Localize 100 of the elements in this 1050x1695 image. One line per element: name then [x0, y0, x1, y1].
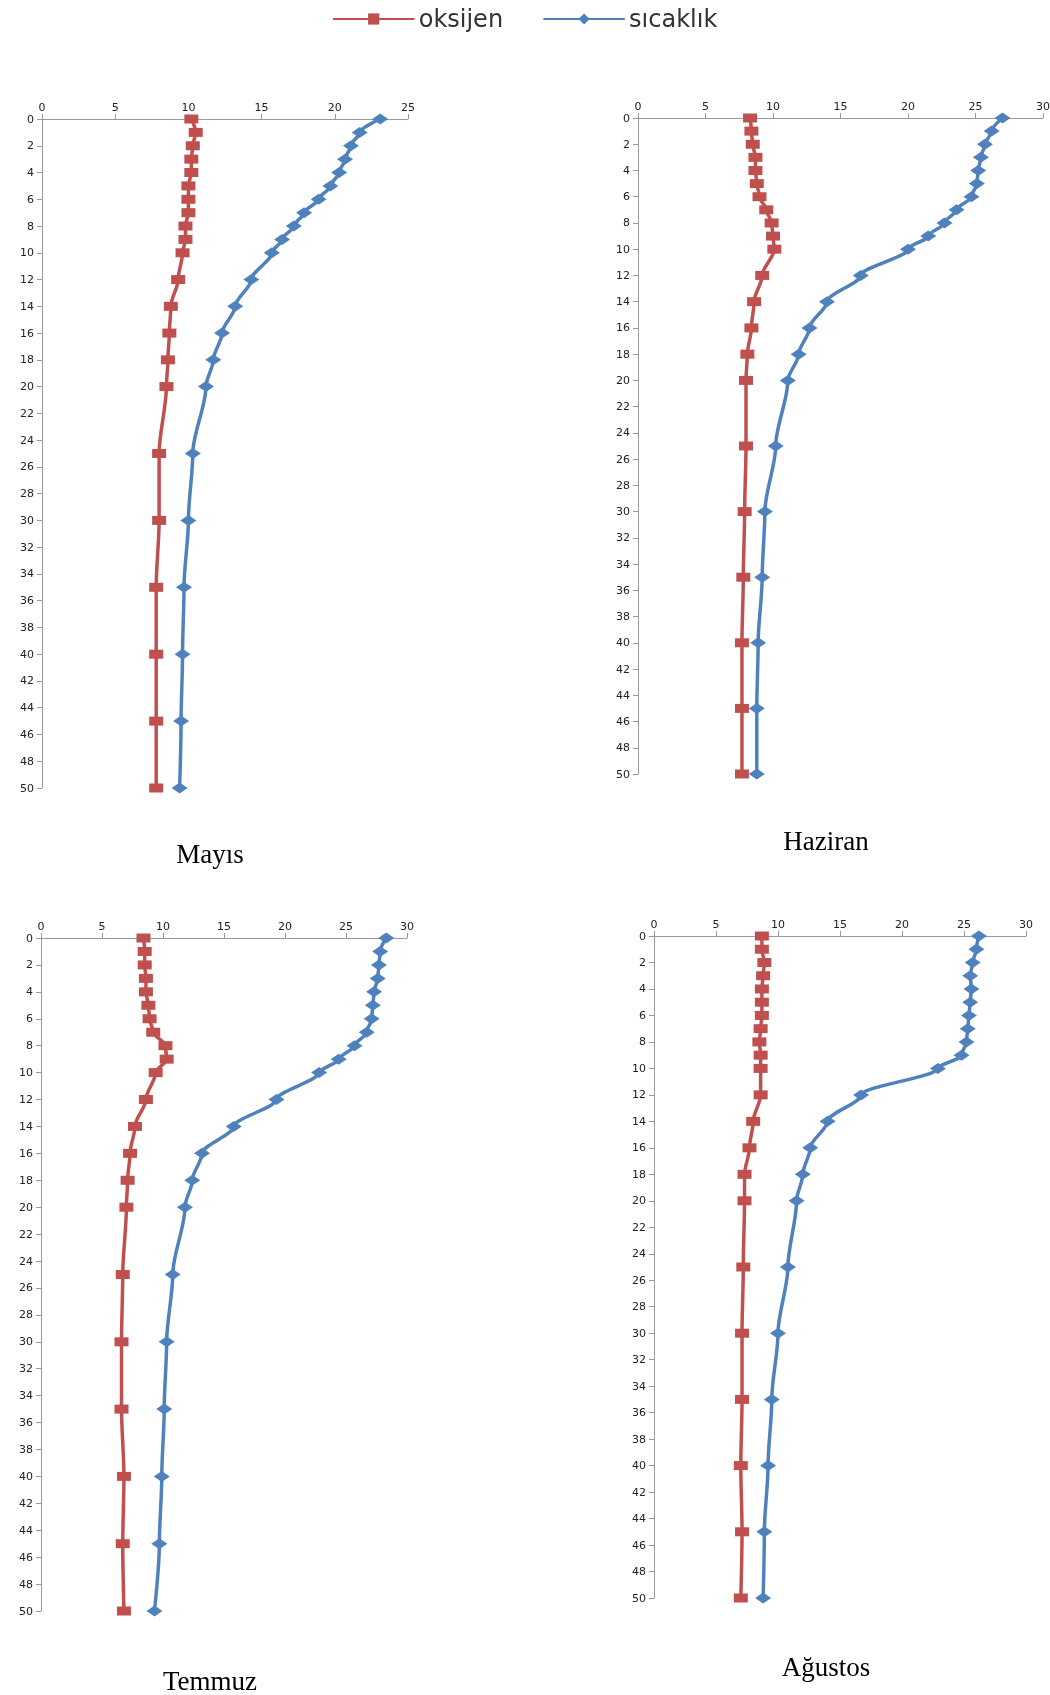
point [968, 943, 985, 955]
y-tick-label: 48 [20, 754, 34, 768]
point [983, 125, 1000, 137]
y-tick-label: 34 [616, 557, 630, 571]
point [755, 1592, 772, 1604]
y-tick-label: 12 [19, 1093, 33, 1107]
point [146, 1605, 163, 1617]
y-tick-label: 44 [616, 688, 630, 702]
x-tick-label: 0 [37, 920, 45, 933]
y-tick-label: 8 [26, 1039, 33, 1053]
y-tick-label: 36 [616, 583, 630, 597]
point [363, 1013, 380, 1025]
y-tick-label: 26 [20, 460, 34, 474]
x-tick-label: 5 [702, 100, 709, 113]
y-tick-label: 22 [632, 1220, 646, 1234]
y-tick-label: 16 [616, 321, 630, 335]
y-tick-label: 4 [639, 982, 646, 996]
text: Temmuz [162, 1665, 258, 1695]
y-tick-label: 12 [632, 1088, 646, 1102]
y-tick-label: 18 [616, 347, 630, 361]
point [378, 932, 395, 944]
y-tick-label: 28 [20, 487, 34, 501]
y-tick-label: 0 [623, 111, 630, 125]
point [151, 1538, 168, 1550]
legend-label: oksijen [418, 5, 504, 33]
point [748, 768, 765, 780]
y-tick-label: 50 [616, 767, 630, 781]
x-tick-label: 20 [327, 101, 342, 114]
y-tick-label: 20 [632, 1194, 646, 1208]
y-tick-label: 6 [26, 1012, 33, 1026]
point [351, 126, 368, 138]
point [174, 648, 191, 660]
y-tick-label: 20 [19, 1200, 33, 1214]
y-tick-label: 34 [632, 1379, 646, 1393]
y-tick-label: 32 [20, 540, 34, 554]
y-tick-label: 36 [20, 594, 34, 608]
y-tick-label: 30 [19, 1335, 33, 1349]
point [766, 231, 780, 241]
y-tick-label: 36 [19, 1416, 33, 1430]
point [156, 1403, 173, 1415]
y-tick-label: 30 [20, 513, 34, 527]
y-tick-label: 38 [19, 1442, 33, 1456]
x-tick-label: 10 [156, 920, 170, 933]
point [970, 930, 987, 942]
y-tick-label: 46 [616, 715, 630, 729]
y-tick-label: 46 [19, 1550, 33, 1564]
point [853, 1089, 870, 1101]
point [173, 715, 190, 727]
x-tick-label: 5 [111, 101, 119, 114]
y-tick-label: 18 [19, 1173, 33, 1187]
point [754, 571, 771, 583]
point [358, 1026, 375, 1038]
y-tick-label: 48 [616, 741, 630, 755]
point [180, 514, 197, 526]
point [158, 1336, 175, 1348]
point [171, 782, 188, 794]
y-tick-label: 8 [623, 216, 630, 230]
point [959, 1023, 976, 1035]
y-tick-label: 16 [19, 1146, 33, 1160]
y-tick-label: 18 [632, 1167, 646, 1181]
y-tick-label: 40 [20, 647, 34, 661]
y-tick-label: 40 [19, 1469, 33, 1483]
y-tick-label: 42 [19, 1496, 33, 1510]
point [852, 269, 869, 281]
y-tick-label: 2 [623, 137, 630, 151]
y-tick-label: 4 [623, 163, 630, 177]
y-tick-label: 44 [20, 701, 34, 715]
x-tick-label: 25 [957, 918, 971, 931]
y-tick-label: 34 [19, 1389, 33, 1403]
point [310, 193, 327, 205]
y-tick-label: 6 [639, 1008, 646, 1022]
y-tick-label: 22 [20, 406, 34, 420]
y-tick-label: 32 [616, 531, 630, 545]
y-tick-label: 42 [20, 674, 34, 688]
y-tick-label: 14 [616, 295, 630, 309]
point [767, 440, 784, 452]
x-tick-label: 10 [181, 101, 196, 114]
point [372, 945, 389, 957]
point [243, 274, 260, 286]
y-tick-label: 10 [616, 242, 630, 256]
y-tick-label: 48 [632, 1565, 646, 1579]
y-tick-label: 4 [27, 166, 34, 180]
y-tick-label: 20 [20, 380, 34, 394]
y-tick-label: 50 [632, 1591, 646, 1605]
y-tick-label: 14 [19, 1119, 33, 1133]
point [964, 956, 981, 968]
point [176, 1201, 193, 1213]
point [900, 243, 916, 255]
y-tick-label: 36 [632, 1406, 646, 1420]
point [205, 354, 222, 366]
point [750, 637, 767, 649]
y-tick-label: 22 [616, 400, 630, 414]
y-tick-label: 44 [19, 1523, 33, 1537]
point [929, 1062, 946, 1074]
y-tick-label: 4 [26, 985, 33, 999]
point [968, 178, 985, 190]
x-tick-label: 10 [766, 100, 780, 113]
y-tick-label: 16 [632, 1141, 646, 1155]
point [296, 207, 313, 219]
y-tick-label: 38 [632, 1432, 646, 1446]
